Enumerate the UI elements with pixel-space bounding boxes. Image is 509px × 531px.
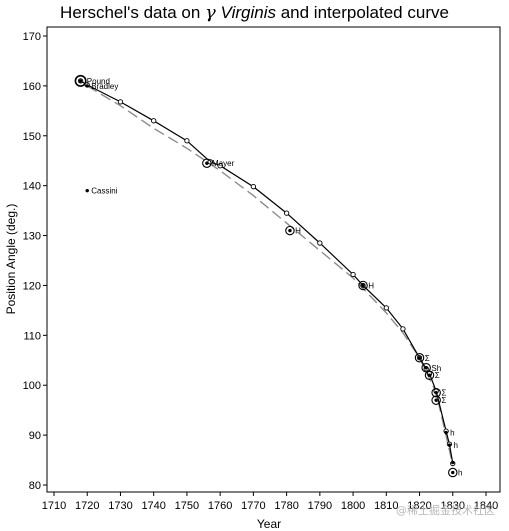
data-point-ring bbox=[358, 280, 368, 291]
chart-title-greek: γ bbox=[205, 2, 216, 23]
x-tick-label: 1780 bbox=[274, 500, 298, 512]
data-point-label: Mayer bbox=[212, 159, 235, 168]
curve-marker bbox=[400, 326, 406, 332]
y-tick-label: 140 bbox=[23, 181, 41, 193]
smooth-curve bbox=[86, 85, 454, 466]
y-tick-label: 90 bbox=[29, 430, 41, 442]
curve-marker bbox=[350, 271, 356, 278]
data-point-ring bbox=[202, 158, 212, 168]
data-point-label: Cassini bbox=[91, 187, 117, 196]
y-tick-label: 170 bbox=[23, 31, 41, 43]
chart-title: Herschel's data on γ Virginis and interp… bbox=[0, 2, 509, 23]
curve-marker bbox=[117, 99, 124, 105]
x-tick-label: 1720 bbox=[75, 500, 99, 512]
x-tick-label: 1730 bbox=[108, 500, 132, 512]
y-axis: 80 90 100 110 120 130 140 150 160 170 bbox=[23, 31, 47, 492]
data-point-label: h bbox=[453, 441, 457, 450]
x-tick-label: 1740 bbox=[141, 500, 165, 512]
data-point bbox=[434, 398, 438, 402]
y-tick-label: 110 bbox=[23, 330, 41, 342]
x-tick-label: 1830 bbox=[441, 500, 465, 512]
curve-marker bbox=[250, 184, 257, 190]
curve-marker bbox=[383, 305, 389, 311]
data-point-label: Σ bbox=[425, 354, 430, 363]
x-tick-label: 1750 bbox=[175, 500, 199, 512]
data-point bbox=[417, 356, 422, 360]
data-point-label: Pound bbox=[87, 77, 110, 86]
data-point-ring bbox=[285, 225, 295, 236]
x-tick-label: 1810 bbox=[374, 500, 398, 512]
chart-title-prefix: Herschel's data on bbox=[60, 3, 206, 22]
data-point bbox=[451, 470, 455, 475]
data-point-label: H bbox=[295, 227, 301, 236]
data-point bbox=[451, 460, 455, 465]
data-point-label: Bradley bbox=[91, 82, 118, 91]
data-point-label: h bbox=[450, 429, 454, 438]
y-tick-label: 80 bbox=[29, 480, 41, 492]
data-point bbox=[85, 188, 89, 193]
data-point bbox=[444, 430, 448, 435]
x-axis: 1710 1720 1730 1740 1750 1760 1770 1780 1790 1800… bbox=[42, 492, 498, 512]
data-point-label: h bbox=[458, 469, 462, 478]
interpolated-curve bbox=[80, 80, 454, 464]
interpolated-curve-markers bbox=[77, 78, 456, 467]
data-point bbox=[361, 283, 365, 288]
y-tick-label: 160 bbox=[23, 81, 41, 93]
data-point-ring bbox=[74, 74, 87, 87]
x-tick-label: 1820 bbox=[407, 500, 431, 512]
data-point-label: Σ bbox=[441, 389, 446, 398]
plot-frame bbox=[46, 26, 501, 493]
data-point bbox=[427, 373, 432, 377]
data-point bbox=[78, 79, 83, 83]
curve-marker bbox=[317, 240, 323, 246]
x-tick-label: 1790 bbox=[308, 500, 332, 512]
x-axis-title: Year bbox=[257, 517, 281, 531]
chart-title-suffix: and interpolated curve bbox=[275, 3, 449, 22]
data-point-ring bbox=[431, 395, 441, 405]
data-point bbox=[447, 443, 452, 447]
data-point-ring bbox=[414, 353, 425, 363]
watermark: @稀土掘金技术社区 bbox=[396, 504, 495, 517]
x-tick-label: 1800 bbox=[341, 500, 365, 512]
y-tick-label: 130 bbox=[23, 231, 41, 243]
data-point-ring bbox=[448, 467, 458, 478]
x-tick-label: 1840 bbox=[474, 500, 498, 512]
data-point-label: Σ bbox=[441, 396, 446, 405]
x-tick-label: 1710 bbox=[42, 500, 66, 512]
curve-marker bbox=[283, 210, 290, 216]
y-tick-label: 150 bbox=[23, 131, 41, 143]
data-point-ring bbox=[431, 387, 441, 398]
data-point bbox=[424, 366, 428, 370]
data-point bbox=[288, 228, 292, 233]
data-point-label: Σ bbox=[435, 371, 440, 380]
y-axis-title: Position Angle (deg.) bbox=[4, 204, 18, 315]
x-tick-label: 1770 bbox=[241, 500, 265, 512]
data-point bbox=[85, 84, 89, 88]
data-point-label: Sh bbox=[431, 364, 441, 373]
curve-marker bbox=[151, 118, 157, 124]
y-tick-label: 120 bbox=[23, 280, 41, 292]
chart-title-star: Virginis bbox=[220, 3, 276, 22]
data-point-ring bbox=[424, 370, 435, 380]
curve-marker bbox=[184, 138, 190, 144]
curve-marker bbox=[217, 163, 223, 169]
data-point bbox=[205, 161, 209, 165]
data-point-label: H bbox=[368, 281, 374, 290]
data-point bbox=[434, 391, 438, 395]
x-tick-label: 1760 bbox=[208, 500, 232, 512]
y-tick-label: 100 bbox=[23, 380, 41, 392]
